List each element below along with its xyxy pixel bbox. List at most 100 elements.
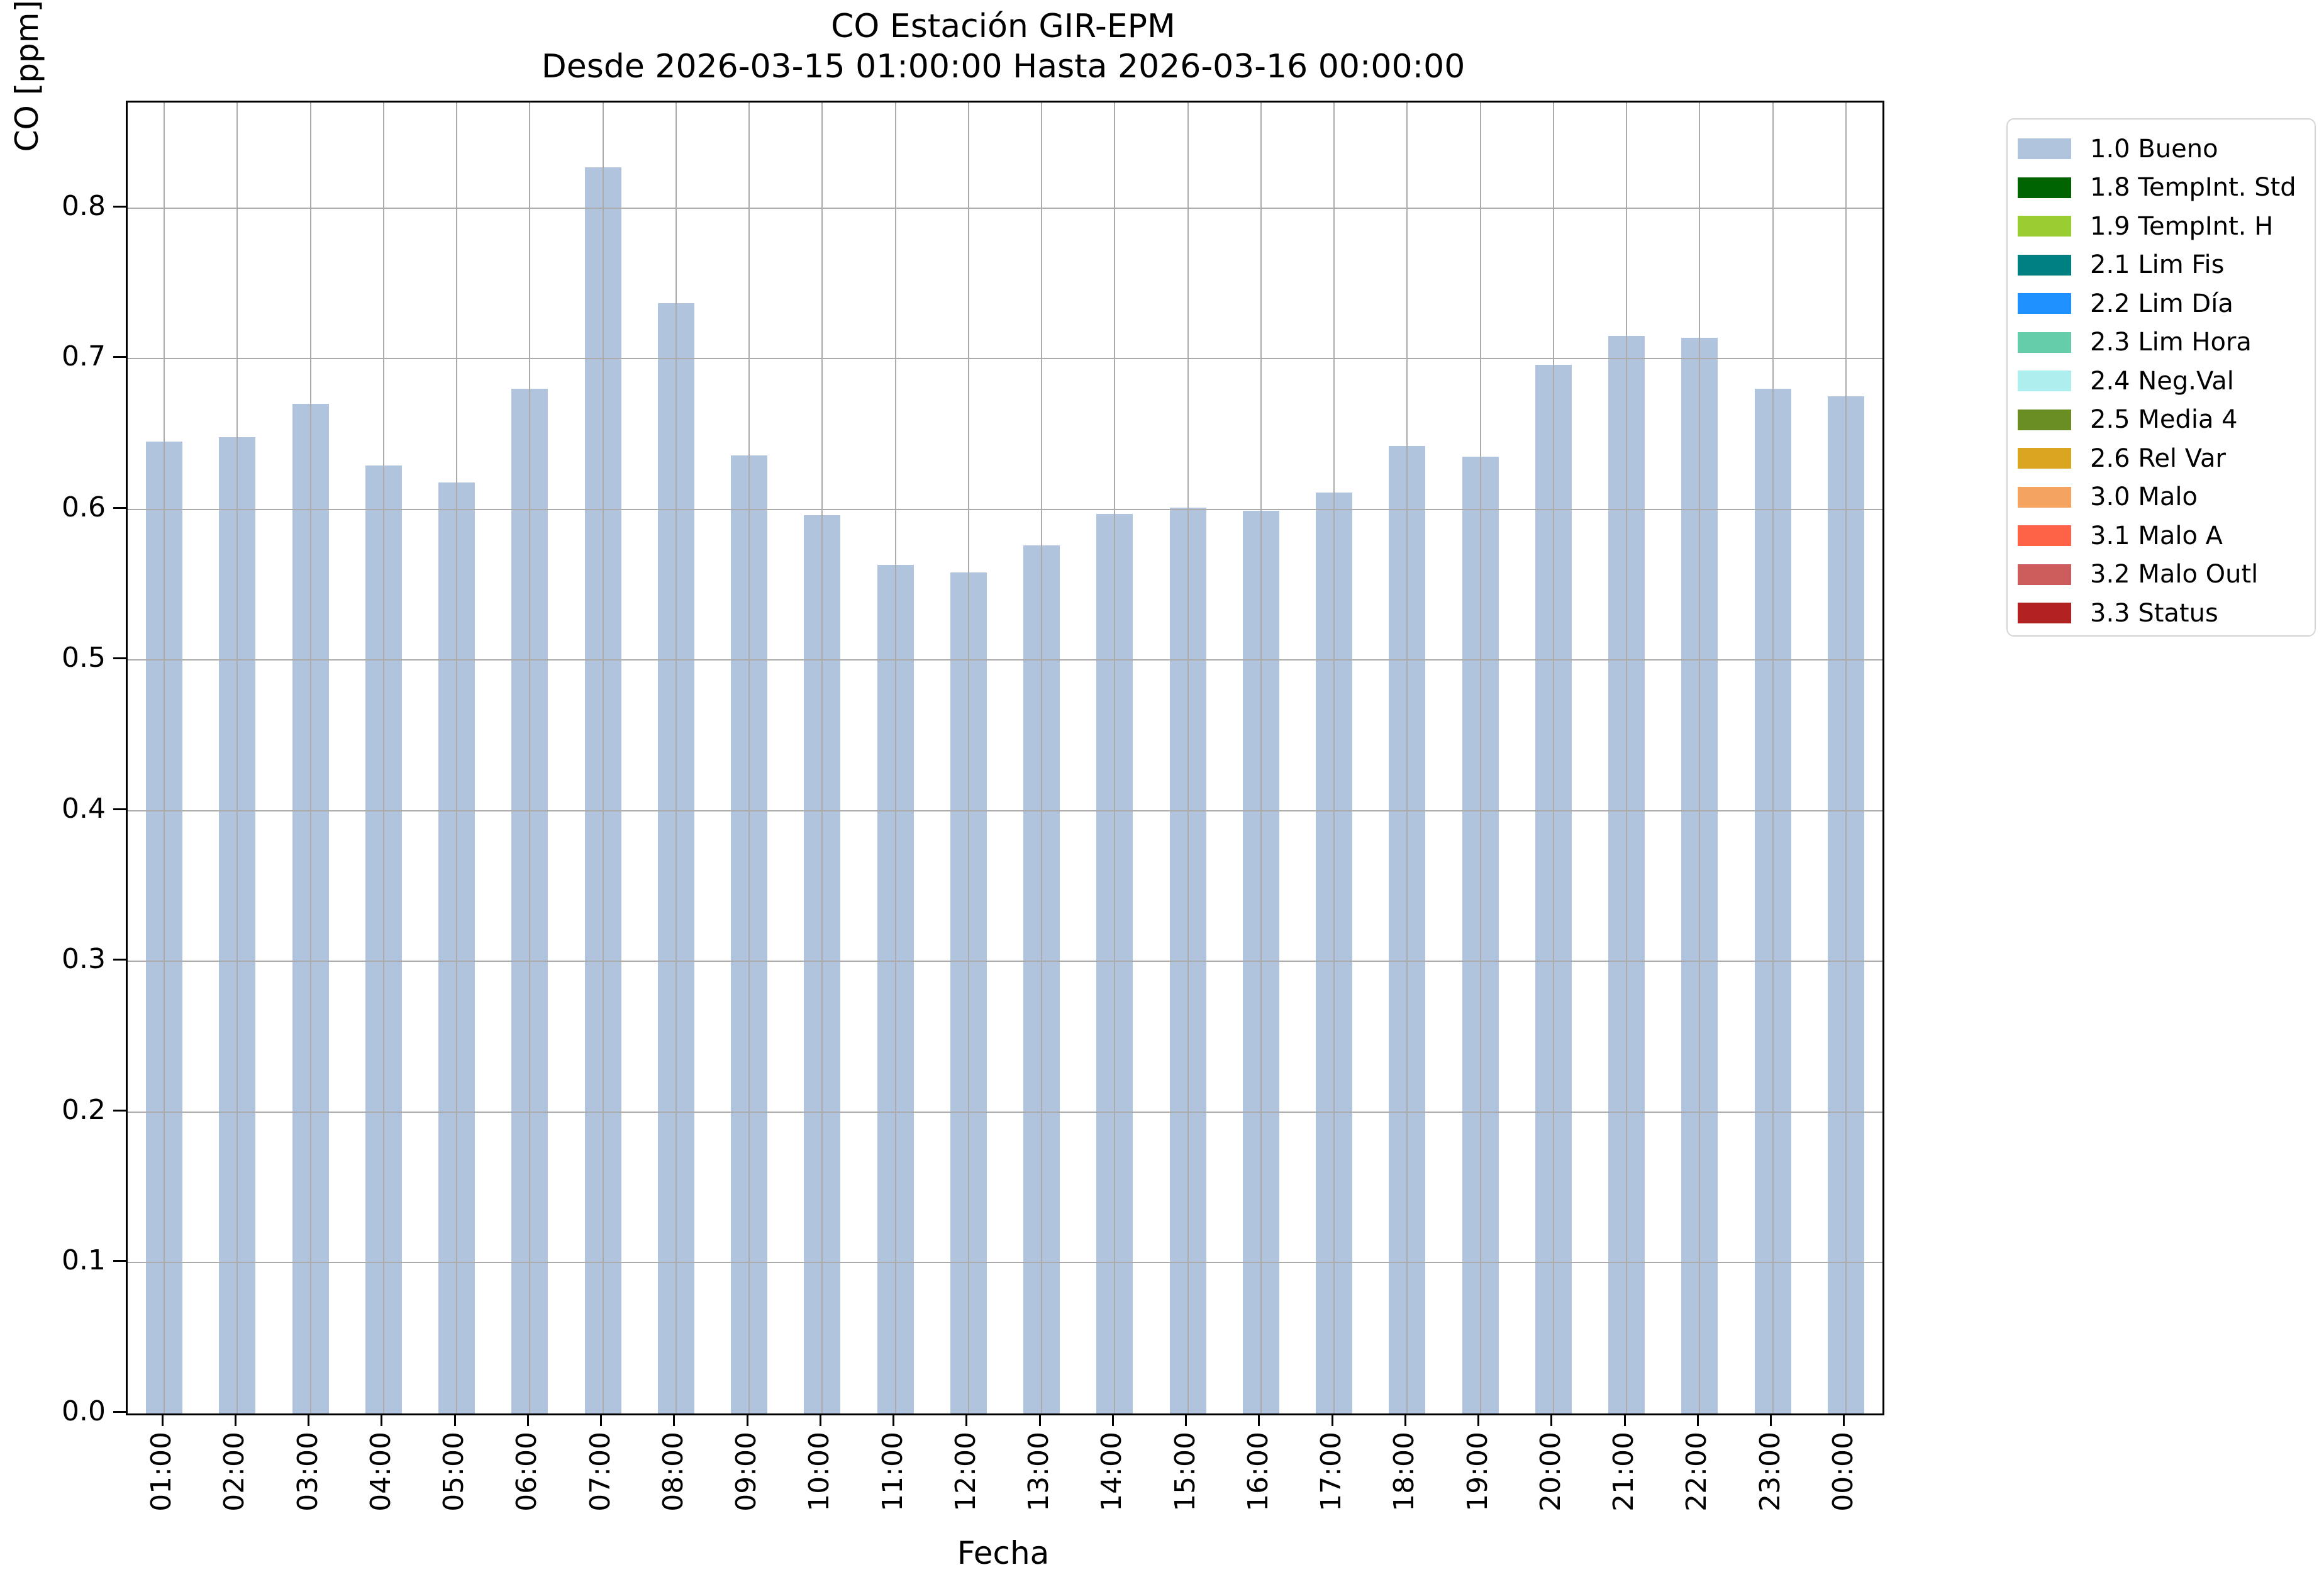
- gridline-x-16:00: [1260, 103, 1262, 1413]
- gridline-x-22:00: [1699, 103, 1701, 1413]
- xtick-label-04:00: 04:00: [364, 1432, 397, 1512]
- gridline-x-23:00: [1772, 103, 1774, 1413]
- xtick-mark-10:00: [819, 1413, 821, 1426]
- xtick-mark-03:00: [308, 1413, 310, 1426]
- gridline-x-10:00: [821, 103, 823, 1413]
- xtick-label-14:00: 14:00: [1096, 1432, 1128, 1512]
- legend-swatch: [2018, 486, 2071, 508]
- gridline-y-0.6: [128, 508, 1882, 510]
- xtick-mark-12:00: [965, 1413, 968, 1426]
- legend-item: 3.3 Status: [2018, 594, 2315, 633]
- gridline-x-11:00: [894, 103, 896, 1413]
- ytick-label-0.5: 0.5: [62, 642, 106, 674]
- legend-item: 2.1 Lim Fis: [2018, 246, 2315, 285]
- xtick-mark-00:00: [1843, 1413, 1845, 1426]
- legend-label: 2.6 Rel Var: [2090, 443, 2226, 473]
- legend-item: 1.9 TempInt. H: [2018, 207, 2315, 246]
- xtick-label-11:00: 11:00: [876, 1432, 909, 1512]
- ytick-label-0.1: 0.1: [62, 1244, 106, 1277]
- xtick-mark-15:00: [1185, 1413, 1187, 1426]
- gridline-x-19:00: [1479, 103, 1481, 1413]
- legend: 1.0 Bueno 1.8 TempInt. Std 1.9 TempInt. H 2…: [2006, 118, 2316, 637]
- xtick-label-22:00: 22:00: [1681, 1432, 1713, 1512]
- xtick-mark-21:00: [1623, 1413, 1626, 1426]
- xtick-label-18:00: 18:00: [1388, 1432, 1421, 1512]
- gridline-x-01:00: [164, 103, 165, 1413]
- gridline-y-0.1: [128, 1262, 1882, 1264]
- ytick-mark-0.5: [113, 657, 126, 660]
- gridline-x-18:00: [1406, 103, 1408, 1413]
- xtick-mark-07:00: [600, 1413, 603, 1426]
- gridline-y-0.3: [128, 961, 1882, 962]
- xtick-label-05:00: 05:00: [438, 1432, 470, 1512]
- xtick-mark-02:00: [234, 1413, 236, 1426]
- legend-swatch: [2018, 525, 2071, 547]
- gridline-x-20:00: [1552, 103, 1554, 1413]
- legend-label: 3.3 Status: [2090, 598, 2218, 628]
- ytick-label-0.7: 0.7: [62, 340, 106, 373]
- xtick-label-17:00: 17:00: [1315, 1432, 1348, 1512]
- gridline-x-08:00: [675, 103, 677, 1413]
- ytick-mark-0.0: [113, 1411, 126, 1413]
- xtick-label-10:00: 10:00: [803, 1432, 836, 1512]
- gridline-y-0.8: [128, 207, 1882, 209]
- legend-label: 2.5 Media 4: [2090, 405, 2238, 435]
- legend-item: 3.0 Malo: [2018, 478, 2315, 517]
- ytick-label-0.3: 0.3: [62, 943, 106, 976]
- gridline-x-21:00: [1626, 103, 1628, 1413]
- legend-label: 2.2 Lim Día: [2090, 289, 2233, 318]
- gridline-x-14:00: [1114, 103, 1116, 1413]
- legend-swatch: [2018, 409, 2071, 430]
- legend-label: 3.1 Malo A: [2090, 521, 2223, 550]
- xtick-label-09:00: 09:00: [730, 1432, 763, 1512]
- legend-swatch: [2018, 448, 2071, 469]
- legend-swatch: [2018, 177, 2071, 198]
- xtick-label-20:00: 20:00: [1534, 1432, 1567, 1512]
- gridline-x-07:00: [602, 103, 604, 1413]
- xtick-mark-08:00: [673, 1413, 676, 1426]
- xtick-mark-11:00: [892, 1413, 895, 1426]
- ytick-label-0.2: 0.2: [62, 1093, 106, 1126]
- xtick-mark-13:00: [1038, 1413, 1041, 1426]
- chart-subtitle: Desde 2026-03-15 01:00:00 Hasta 2026-03-…: [541, 48, 1465, 86]
- legend-item: 2.4 Neg.Val: [2018, 362, 2315, 401]
- gridline-x-02:00: [236, 103, 238, 1413]
- xtick-mark-19:00: [1477, 1413, 1480, 1426]
- gridline-y-0.5: [128, 659, 1882, 661]
- xtick-label-23:00: 23:00: [1754, 1432, 1786, 1512]
- legend-item: 2.2 Lim Día: [2018, 284, 2315, 323]
- gridline-x-00:00: [1845, 103, 1847, 1413]
- ytick-mark-0.1: [113, 1260, 126, 1262]
- legend-swatch: [2018, 603, 2071, 624]
- xtick-label-12:00: 12:00: [949, 1432, 982, 1512]
- xtick-label-01:00: 01:00: [145, 1432, 178, 1512]
- ytick-mark-0.3: [113, 959, 126, 961]
- gridline-y-0.2: [128, 1111, 1882, 1113]
- y-axis-label: CO [ppm]: [9, 0, 45, 152]
- legend-label: 3.2 Malo Outl: [2090, 560, 2259, 589]
- ytick-label-0.4: 0.4: [62, 792, 106, 825]
- legend-item: 2.5 Media 4: [2018, 401, 2315, 440]
- chart-title: CO Estación GIR-EPM: [831, 8, 1176, 45]
- xtick-mark-04:00: [381, 1413, 383, 1426]
- gridline-x-04:00: [382, 103, 384, 1413]
- ytick-mark-0.4: [113, 808, 126, 810]
- xtick-mark-14:00: [1111, 1413, 1114, 1426]
- ytick-label-0.8: 0.8: [62, 189, 106, 222]
- gridline-x-03:00: [309, 103, 311, 1413]
- ytick-mark-0.8: [113, 205, 126, 208]
- xtick-label-08:00: 08:00: [657, 1432, 689, 1512]
- xtick-label-16:00: 16:00: [1242, 1432, 1274, 1512]
- xtick-mark-01:00: [161, 1413, 164, 1426]
- legend-item: 2.6 Rel Var: [2018, 439, 2315, 478]
- xtick-label-21:00: 21:00: [1608, 1432, 1640, 1512]
- xtick-mark-06:00: [526, 1413, 529, 1426]
- xtick-mark-20:00: [1550, 1413, 1553, 1426]
- legend-swatch: [2018, 371, 2071, 392]
- legend-swatch: [2018, 216, 2071, 237]
- xtick-label-03:00: 03:00: [291, 1432, 324, 1512]
- plot-area: [126, 101, 1884, 1415]
- legend-swatch: [2018, 293, 2071, 315]
- gridline-y-0.4: [128, 810, 1882, 811]
